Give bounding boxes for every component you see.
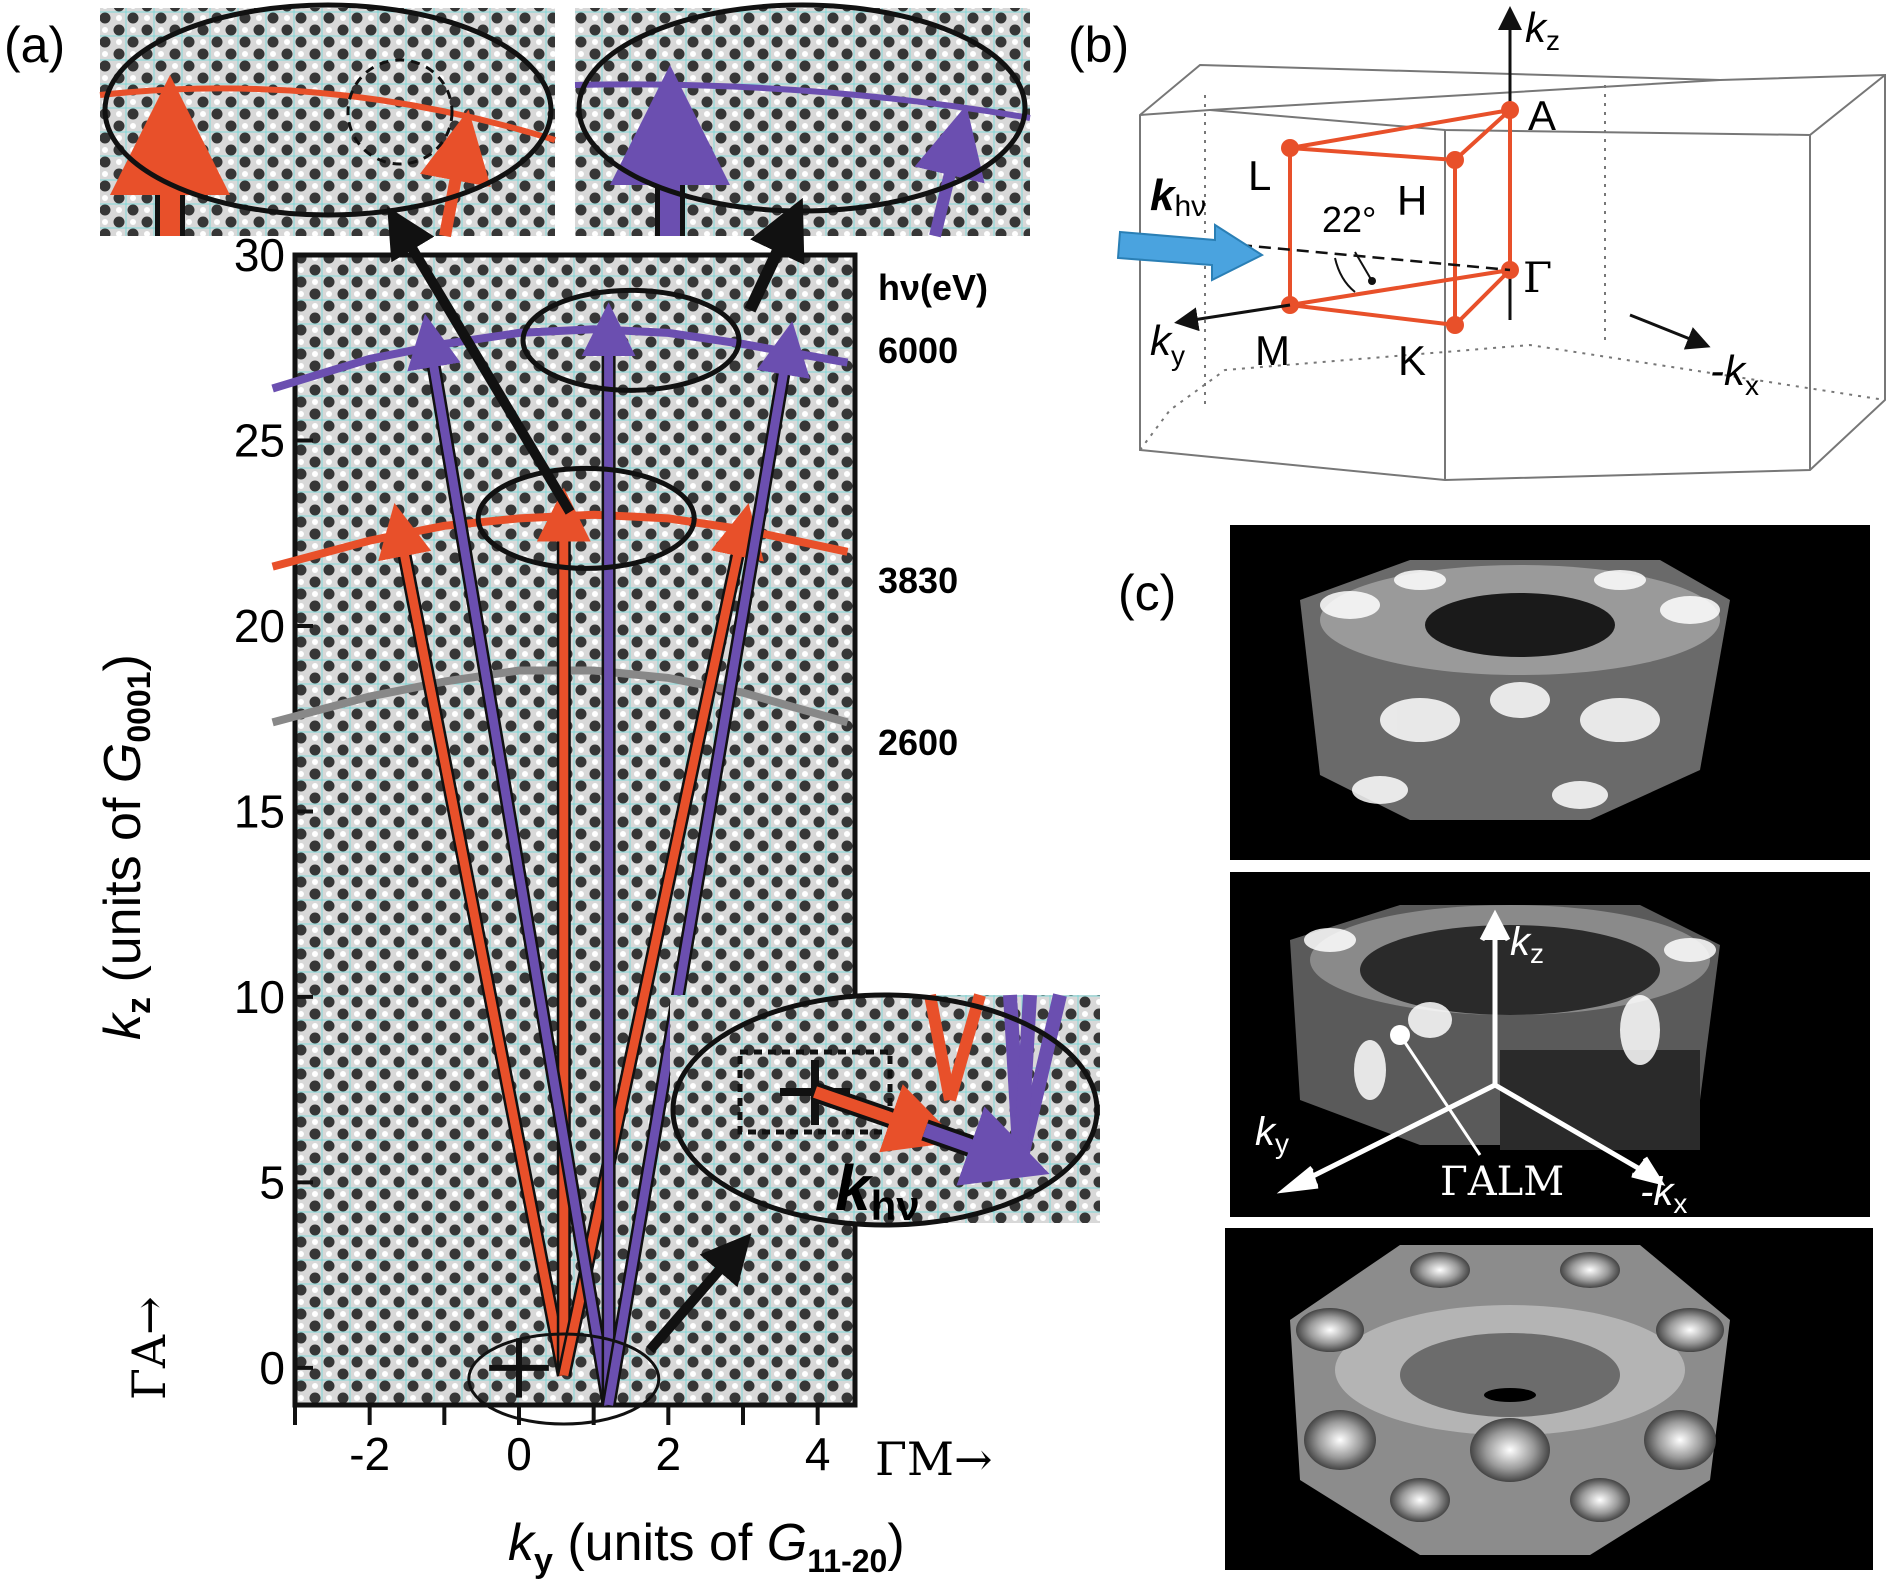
hv-label-6000: 6000 [878, 330, 958, 371]
inset-khv: khν [670, 992, 1100, 1229]
highlight-ellipse-origin [467, 1332, 661, 1426]
hv-label-3830: 3830 [878, 560, 958, 601]
svg-text:Γ: Γ [1523, 253, 1552, 302]
brillouin-zone-diagram [1139, 63, 1886, 482]
kz-axis-label: kz [1525, 4, 1560, 56]
y-tick-label-10: 10 [234, 971, 285, 1023]
transition-arrow-2 [559, 503, 764, 1377]
inset-top-red [99, 2, 556, 238]
hv-label-2600: 2600 [878, 722, 958, 763]
x-tick-label-4: 4 [805, 1428, 831, 1480]
series-curve-6000 [271, 325, 849, 393]
plot-layer [271, 253, 849, 1426]
svg-text:K: K [1398, 337, 1426, 384]
connector-arrow-red [387, 206, 575, 515]
svg-text:H: H [1397, 177, 1427, 224]
bz-point-labels: A L H Γ M K [1248, 92, 1556, 384]
svg-text:M: M [1255, 327, 1290, 374]
render2-plane-label: ΓALM [1440, 1159, 1564, 1205]
transition-arrow-0 [378, 503, 569, 1377]
highlight-ellipse-6000 [520, 287, 742, 393]
svg-text:A: A [1528, 92, 1556, 139]
angle-label: 22° [1322, 199, 1376, 240]
irreducible-wedge [1288, 106, 1517, 328]
svg-text:L: L [1248, 152, 1271, 199]
gamma-a-label: ΓA→ [122, 1296, 176, 1400]
x-tick-label--2: -2 [349, 1428, 390, 1480]
x-tick-label-0: 0 [506, 1428, 532, 1480]
panel-a-label: (a) [4, 17, 65, 73]
x-tick-label-2: 2 [656, 1428, 682, 1480]
panel-c-label: (c) [1118, 565, 1176, 621]
y-tick-label-5: 5 [259, 1156, 285, 1208]
y-tick-label-0: 0 [259, 1342, 285, 1394]
fermi-surface-render-3 [1225, 1228, 1873, 1570]
x-tick-labels: -2 0 2 4 [349, 1428, 830, 1480]
inset-top-purple [574, 2, 1031, 238]
neg-kx-axis-label: -kx [1710, 347, 1759, 401]
y-tick-label-25: 25 [234, 414, 285, 466]
plot-frame [292, 252, 858, 1408]
photon-beam-arrow [1116, 223, 1265, 282]
y-tick-label-30: 30 [234, 229, 285, 281]
highlight-ellipse-3830 [475, 465, 697, 571]
ky-axis [1174, 303, 1291, 332]
fermi-surface-render-1 [1230, 525, 1870, 860]
render2-kz-label: kz [1510, 920, 1544, 969]
inset-khv-label: khν [835, 1152, 920, 1229]
render2-ky-label: ky [1255, 1110, 1289, 1159]
panel-b-label: (b) [1068, 17, 1129, 73]
render2-neg-kx-label: -kx [1640, 1170, 1687, 1219]
gamma-m-label: ΓM→ [875, 1432, 993, 1486]
x-axis-label: ky (units of G11-20) [508, 1514, 905, 1580]
angle-arc [1334, 257, 1356, 293]
connector-arrow-khv [646, 1233, 752, 1354]
transition-arrow-5 [604, 321, 810, 1406]
khv-beam-label: khν [1150, 171, 1206, 223]
y-tick-labels: 0 5 10 15 20 25 30 [234, 229, 285, 1394]
bz-points [1281, 101, 1519, 334]
neg-kx-axis [1629, 313, 1711, 350]
beam-projection-line [1239, 243, 1511, 272]
angle-leader [1354, 251, 1373, 282]
ky-axis-label: ky [1150, 317, 1185, 371]
hv-header: hν(eV) [878, 267, 988, 308]
connector-arrow-purple [744, 197, 805, 313]
fermi-surface-render-2: kz ky -kx ΓALM [1230, 872, 1870, 1219]
transition-arrow-3 [407, 313, 614, 1406]
y-axis-label: kz (units of G0001) [94, 654, 158, 1040]
y-tick-label-15: 15 [234, 785, 285, 837]
y-tick-label-20: 20 [234, 600, 285, 652]
